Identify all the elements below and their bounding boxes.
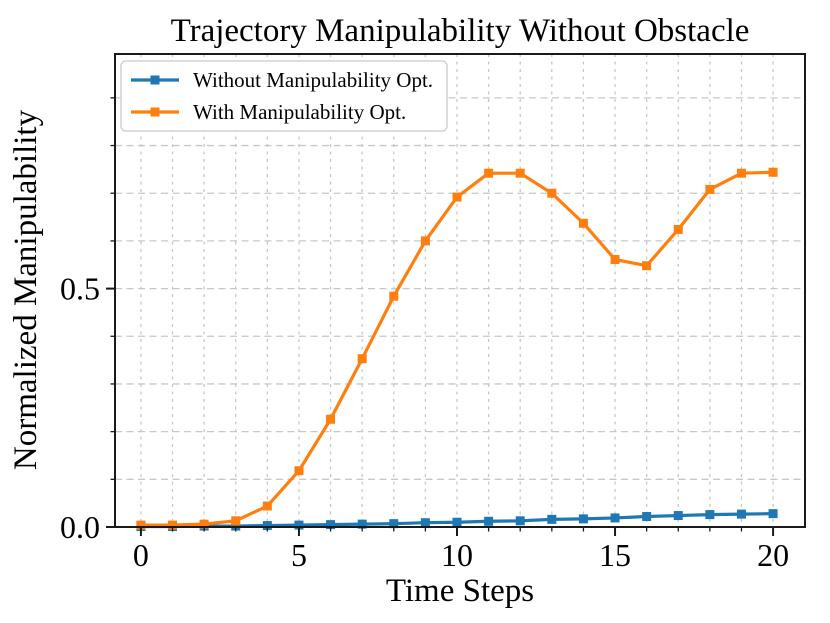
legend: Without Manipulability Opt. With Manipul… xyxy=(120,60,448,132)
data-point-marker xyxy=(326,520,336,530)
data-point-marker xyxy=(389,519,399,529)
legend-label-with-opt: With Manipulability Opt. xyxy=(193,100,406,124)
data-point-marker xyxy=(768,509,778,519)
legend-square-marker-orange xyxy=(150,107,160,117)
data-point-marker xyxy=(642,261,652,271)
data-point-marker xyxy=(420,236,430,246)
data-point-marker xyxy=(262,521,272,531)
data-point-marker xyxy=(326,414,336,424)
chart-title: Trajectory Manipulability Without Obstac… xyxy=(171,13,750,49)
data-point-marker xyxy=(136,520,146,530)
y-tick-label: 0.0 xyxy=(60,509,100,545)
data-point-marker xyxy=(294,520,304,530)
legend-square-marker-blue xyxy=(150,75,160,85)
data-point-marker xyxy=(168,520,178,530)
data-point-marker xyxy=(294,466,304,476)
x-axis-label: Time Steps xyxy=(386,573,534,609)
data-point-marker xyxy=(610,513,620,523)
x-tick-label: 0 xyxy=(133,537,149,573)
data-point-marker xyxy=(357,519,367,529)
data-point-marker xyxy=(199,519,209,529)
tick-layer: 0 5 10 15 20 0.0 0.5 xyxy=(60,97,789,573)
legend-label-without-opt: Without Manipulability Opt. xyxy=(193,68,433,92)
data-point-marker xyxy=(262,501,272,511)
data-point-marker xyxy=(768,167,778,177)
x-tick-label: 20 xyxy=(757,537,789,573)
data-point-marker xyxy=(420,518,430,528)
data-point-marker xyxy=(610,255,620,265)
data-point-marker xyxy=(736,168,746,178)
data-point-marker xyxy=(484,168,494,178)
data-point-marker xyxy=(578,218,588,228)
legend-item-with-opt: With Manipulability Opt. xyxy=(131,100,406,124)
data-point-marker xyxy=(673,224,683,234)
data-point-marker xyxy=(736,509,746,519)
data-point-marker xyxy=(231,516,241,526)
data-point-marker xyxy=(452,192,462,202)
legend-item-without-opt: Without Manipulability Opt. xyxy=(131,68,433,92)
data-point-marker xyxy=(705,184,715,194)
legend-box xyxy=(120,60,448,132)
data-point-marker xyxy=(547,188,557,198)
data-point-marker xyxy=(389,291,399,301)
plot-border xyxy=(114,53,806,528)
data-point-marker xyxy=(547,514,557,524)
data-point-marker xyxy=(484,516,494,526)
data-point-marker xyxy=(515,516,525,526)
y-axis-label: Normalized Manipulability xyxy=(8,109,44,470)
data-point-marker xyxy=(452,517,462,527)
x-tick-label: 10 xyxy=(441,537,473,573)
grid-layer xyxy=(115,54,805,527)
y-tick-label: 0.5 xyxy=(60,271,100,307)
x-tick-label: 15 xyxy=(599,537,631,573)
x-tick-label: 5 xyxy=(291,537,307,573)
data-point-marker xyxy=(642,512,652,522)
data-point-marker xyxy=(673,511,683,521)
data-point-marker xyxy=(705,510,715,520)
data-point-marker xyxy=(578,514,588,524)
data-point-marker xyxy=(357,354,367,364)
data-point-marker xyxy=(515,168,525,178)
